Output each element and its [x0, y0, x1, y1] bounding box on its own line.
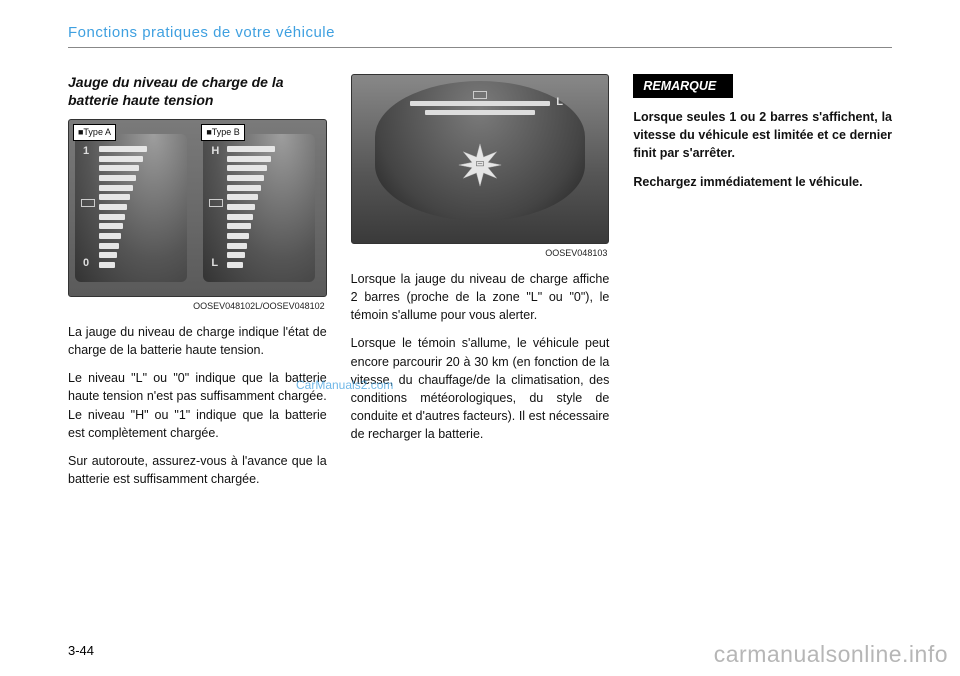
low-bar-1	[410, 101, 550, 106]
gauge-b-top: H	[211, 144, 219, 160]
warning-burst-icon	[458, 143, 502, 187]
columns-container: Jauge du niveau de charge de la batterie…	[68, 74, 892, 498]
col1-p1: La jauge du niveau de charge indique l'é…	[68, 323, 327, 359]
page-number: 3-44	[68, 643, 94, 658]
col1-p3: Sur autoroute, assurez-vous à l'avance q…	[68, 452, 327, 488]
figure-gauge-types: ■Type A 1 0	[68, 119, 327, 297]
figure-type-b: ■Type B H L	[197, 120, 325, 296]
column-3: REMARQUE Lorsque seules 1 ou 2 barres s'…	[633, 74, 892, 498]
figure-a-caption: OOSEV048102L/OOSEV048102	[68, 300, 325, 313]
col3-p1: Lorsque seules 1 ou 2 barres s'affichent…	[633, 108, 892, 162]
low-bar-2	[425, 110, 535, 115]
battery-icon	[209, 199, 223, 207]
bottom-watermark: carmanualsonline.info	[714, 641, 948, 668]
figure-low-charge: L	[351, 74, 610, 244]
page: Fonctions pratiques de votre véhicule Ja…	[0, 0, 960, 676]
col3-p2: Rechargez immédiatement le véhicule.	[633, 173, 892, 191]
gauge-a: 1 0	[75, 134, 187, 282]
column-2: L OOSEV048103 Lorsque la jauge du niveau…	[351, 74, 610, 498]
watermark-overlay: CarManuals2.com	[296, 378, 393, 392]
remarque-label: REMARQUE	[633, 74, 733, 98]
col1-p2: Le niveau "L" ou "0" indique que la batt…	[68, 369, 327, 442]
gauge-a-bottom: 0	[83, 256, 89, 272]
low-bars	[405, 101, 555, 131]
figure-type-a: ■Type A 1 0	[69, 120, 197, 296]
col2-p1: Lorsque la jauge du niveau de charge aff…	[351, 270, 610, 324]
gauge-a-bars	[99, 146, 151, 270]
section-header: Fonctions pratiques de votre véhicule	[68, 24, 892, 41]
gauge-a-top: 1	[83, 144, 89, 160]
column-1: Jauge du niveau de charge de la batterie…	[68, 74, 327, 498]
type-b-label: ■Type B	[201, 124, 244, 141]
figure-b-caption: OOSEV048103	[351, 247, 608, 260]
battery-icon	[473, 91, 487, 99]
gauge-b-bottom: L	[211, 256, 218, 272]
col1-heading: Jauge du niveau de charge de la batterie…	[68, 74, 327, 109]
dash-panel: L	[375, 81, 585, 221]
gauge-b-bars	[227, 146, 279, 270]
header-rule	[68, 47, 892, 48]
battery-icon	[81, 199, 95, 207]
gauge-l-label: L	[556, 95, 563, 111]
type-a-label: ■Type A	[73, 124, 116, 141]
gauge-b: H L	[203, 134, 315, 282]
